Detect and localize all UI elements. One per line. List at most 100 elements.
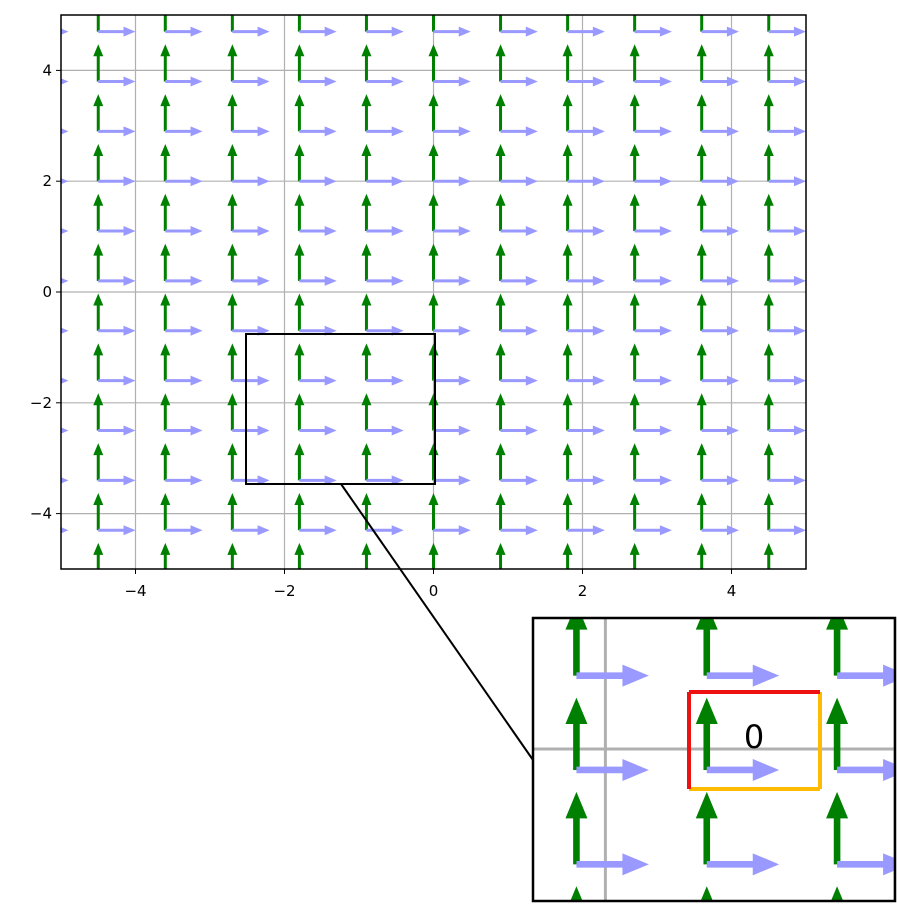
vector-arrowhead-up — [629, 492, 640, 505]
vector-arrowhead-right — [659, 525, 672, 536]
vector-arrowhead-right — [191, 575, 203, 585]
vector-arrowhead-up — [361, 143, 372, 156]
vector-arrowhead-up — [361, 193, 372, 206]
vector-arrowhead-right — [794, 525, 806, 536]
vector-arrowhead-up — [700, 886, 713, 901]
vector-arrowhead-up — [562, 143, 573, 156]
vector-arrowhead-up — [93, 44, 104, 57]
vector-arrowhead-up — [428, 193, 439, 206]
vector-arrowhead-right — [61, 427, 69, 434]
vector-arrowhead-up — [495, 343, 506, 356]
vector-arrowhead-up — [160, 0, 170, 6]
vector-arrowhead-up — [495, 44, 506, 57]
vector-arrowhead-right — [123, 325, 136, 336]
vector-arrowhead-up — [562, 443, 573, 456]
vector-arrowhead-up — [565, 791, 588, 819]
vector-arrowhead-right — [622, 664, 649, 687]
vector-arrowhead-right — [726, 226, 739, 237]
vector-arrowhead-up — [562, 94, 573, 107]
vector-arrowhead-right — [659, 475, 672, 486]
vector-arrowhead-up — [696, 492, 707, 505]
vector-arrowhead-up — [294, 193, 305, 206]
vector-arrowhead-up — [763, 542, 774, 555]
vector-arrowhead-right — [258, 575, 270, 585]
vector-arrowhead-up — [93, 293, 104, 306]
vector-arrowhead-right — [0, 126, 1, 136]
vector-arrowhead-up — [763, 343, 774, 356]
vector-arrowhead-right — [883, 570, 897, 592]
cell-label: 0 — [744, 718, 764, 756]
vector-arrowhead-up — [565, 618, 588, 630]
vector-arrowhead-right — [257, 425, 270, 436]
vector-arrowhead-up — [93, 393, 104, 406]
vector-arrowhead-up — [93, 0, 103, 6]
vector-arrowhead-up — [629, 393, 640, 406]
vector-arrowhead-up — [629, 542, 640, 555]
vector-arrowhead-up — [830, 886, 844, 901]
vector-arrowhead-right — [458, 325, 471, 336]
vector-arrowhead-right — [0, 625, 1, 635]
vector-arrowhead-up — [495, 193, 506, 206]
vector-arrowhead-right — [0, 27, 1, 37]
vector-arrowhead-up — [361, 0, 371, 6]
vector-arrowhead-up — [294, 143, 305, 156]
vector-arrowhead-up — [495, 393, 506, 406]
vector-arrowhead-right — [592, 275, 605, 286]
y-axis: −4 −2 0 2 4 — [30, 61, 61, 523]
vector-arrowhead-right — [190, 126, 203, 137]
vector-arrowhead-up — [227, 243, 238, 256]
vector-arrowhead-up — [227, 393, 238, 406]
vector-arrowhead-up — [696, 542, 707, 555]
vector-arrowhead-right — [324, 525, 337, 536]
vector-arrowhead-up — [26, 0, 36, 6]
vector-arrowhead-right — [659, 226, 672, 237]
vector-arrowhead-right — [391, 126, 404, 137]
vector-arrowhead-right — [56, 625, 68, 635]
vector-arrowhead-right — [726, 176, 739, 187]
vector-arrowhead-up — [428, 143, 439, 156]
vector-arrowhead-up — [629, 293, 640, 306]
vector-arrowhead-right — [794, 176, 806, 187]
vector-arrowhead-right — [61, 178, 69, 185]
vector-arrowhead-up — [630, 593, 640, 605]
vector-arrowhead-right — [123, 525, 136, 536]
vector-arrowhead-up — [160, 44, 171, 57]
vector-arrowhead-right — [592, 475, 605, 486]
vector-arrowhead-up — [697, 593, 707, 605]
vector-arrowhead-right — [659, 126, 672, 137]
vector-arrowhead-up — [696, 343, 707, 356]
vector-arrowhead-up — [629, 193, 640, 206]
vector-arrowhead-right — [61, 128, 69, 135]
vector-arrowhead-right — [392, 625, 404, 635]
vector-arrowhead-right — [56, 575, 68, 585]
vector-arrowhead-up — [361, 44, 372, 57]
vector-arrowhead-up — [496, 593, 506, 605]
vector-arrowhead-up — [695, 618, 718, 630]
vector-arrowhead-right — [61, 527, 69, 534]
vector-arrowhead-up — [93, 593, 103, 605]
vector-arrowhead-right — [61, 227, 69, 235]
vector-arrowhead-up — [763, 193, 774, 206]
vector-arrowhead-right — [324, 226, 337, 237]
vector-arrowhead-right — [492, 665, 518, 687]
vector-arrowhead-up — [763, 492, 774, 505]
vector-arrowhead-right — [391, 525, 404, 536]
vector-arrowhead-up — [227, 593, 237, 605]
vector-arrowhead-right — [794, 226, 806, 237]
vector-arrowhead-right — [459, 625, 471, 635]
vector-arrowhead-right — [525, 126, 538, 137]
vector-arrowhead-up — [764, 0, 774, 6]
vector-arrowhead-up — [160, 293, 171, 306]
vector-arrowhead-right — [190, 226, 203, 237]
vector-arrowhead-right — [123, 76, 136, 87]
vector-arrowhead-up — [495, 293, 506, 306]
vector-arrowhead-right — [325, 575, 337, 585]
vector-arrowhead-up — [26, 343, 36, 355]
vector-arrowhead-right — [392, 575, 404, 585]
vector-arrowhead-up — [563, 0, 573, 6]
vector-arrowhead-right — [325, 625, 337, 635]
vector-arrowhead-up — [294, 343, 305, 356]
vector-arrowhead-right — [257, 525, 270, 536]
vector-arrowhead-right — [592, 525, 605, 536]
